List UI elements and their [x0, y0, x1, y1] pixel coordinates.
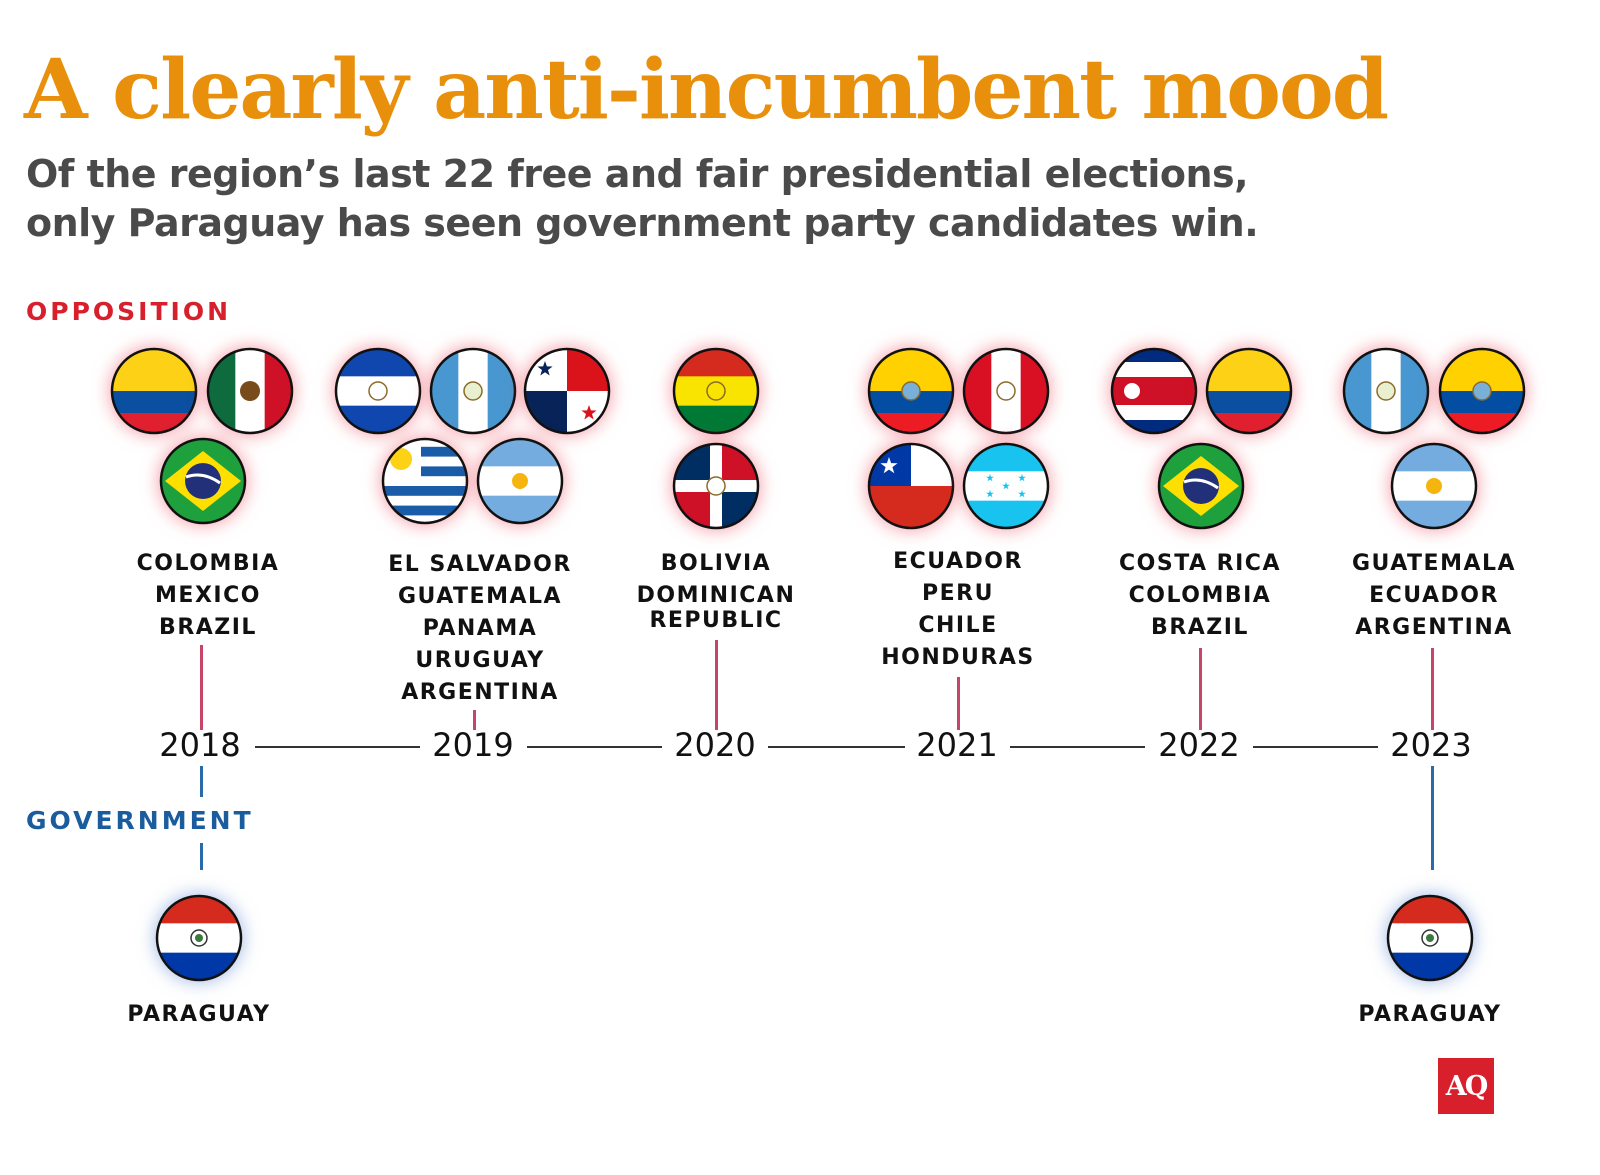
- country-label: CHILE: [918, 613, 998, 638]
- opposition-connector-2023: [1430, 648, 1434, 730]
- flag-dominican-republic-icon: [672, 442, 760, 530]
- country-label: MEXICO: [155, 583, 261, 608]
- flag-argentina-icon: [1390, 442, 1478, 530]
- country-label: COSTA RICA: [1119, 551, 1281, 576]
- opposition-connector-2018: [199, 645, 203, 730]
- country-label: BOLIVIA: [660, 551, 772, 576]
- country-label: PARAGUAY: [1358, 1002, 1502, 1027]
- country-label: ARGENTINA: [1355, 615, 1513, 640]
- year-label-2023: 2023: [1390, 726, 1472, 764]
- flag-guatemala-icon: [429, 347, 517, 435]
- country-label: PANAMA: [422, 616, 538, 641]
- opposition-connector-2019: [472, 710, 476, 730]
- year-label-2020: 2020: [674, 726, 756, 764]
- country-label: EL SALVADOR: [388, 552, 572, 577]
- timeline-segment: [1253, 746, 1378, 748]
- country-label: PARAGUAY: [127, 1002, 271, 1027]
- flag-honduras-icon: [962, 442, 1050, 530]
- country-label: ARGENTINA: [401, 680, 559, 705]
- country-label: GUATEMALA: [1351, 551, 1517, 576]
- country-label: BRAZIL: [1151, 615, 1249, 640]
- country-label: REPUBLIC: [649, 608, 783, 633]
- country-label: ECUADOR: [1369, 583, 1499, 608]
- timeline-segment: [255, 746, 420, 748]
- timeline-segment: [768, 746, 905, 748]
- aq-logo: AQ: [1438, 1058, 1494, 1114]
- government-connector-2018: [199, 843, 203, 870]
- government-label: GOVERNMENT: [26, 806, 254, 835]
- government-connector-2018: [199, 766, 203, 797]
- flag-costa-rica-icon: [1110, 347, 1198, 435]
- title: A clearly anti-incumbent mood: [24, 42, 1389, 138]
- timeline-segment: [527, 746, 662, 748]
- year-label-2022: 2022: [1158, 726, 1240, 764]
- year-label-2019: 2019: [432, 726, 514, 764]
- flag-mexico-icon: [206, 347, 294, 435]
- subtitle: Of the region’s last 22 free and fair pr…: [26, 150, 1259, 248]
- timeline-segment: [1010, 746, 1145, 748]
- opposition-connector-2020: [714, 640, 718, 730]
- opposition-connector-2021: [956, 677, 960, 730]
- flag-colombia-icon: [110, 347, 198, 435]
- flag-uruguay-icon: [381, 437, 469, 525]
- year-label-2018: 2018: [159, 726, 241, 764]
- government-connector-2023: [1430, 766, 1434, 870]
- subtitle-line-2: only Paraguay has seen government party …: [26, 201, 1259, 245]
- country-label: BRAZIL: [159, 615, 257, 640]
- country-label: ECUADOR: [893, 549, 1023, 574]
- country-label: COLOMBIA: [136, 551, 280, 576]
- flag-ecuador-icon: [1438, 347, 1526, 435]
- country-label: URUGUAY: [415, 648, 545, 673]
- year-label-2021: 2021: [916, 726, 998, 764]
- country-label: PERU: [922, 581, 994, 606]
- flag-chile-icon: [867, 442, 955, 530]
- flag-colombia-icon: [1205, 347, 1293, 435]
- flag-panama-icon: [523, 347, 611, 435]
- flag-brazil-icon: [1157, 442, 1245, 530]
- flag-peru-icon: [962, 347, 1050, 435]
- country-label: COLOMBIA: [1128, 583, 1272, 608]
- flag-el-salvador-icon: [334, 347, 422, 435]
- flag-paraguay-icon: [155, 894, 243, 982]
- opposition-connector-2022: [1198, 648, 1202, 730]
- flag-ecuador-icon: [867, 347, 955, 435]
- flag-brazil-icon: [159, 437, 247, 525]
- country-label: HONDURAS: [881, 645, 1035, 670]
- flag-guatemala-icon: [1342, 347, 1430, 435]
- flag-bolivia-icon: [672, 347, 760, 435]
- flag-argentina-icon: [476, 437, 564, 525]
- flag-paraguay-icon: [1386, 894, 1474, 982]
- country-label: GUATEMALA: [397, 584, 563, 609]
- subtitle-line-1: Of the region’s last 22 free and fair pr…: [26, 152, 1249, 196]
- opposition-label: OPPOSITION: [26, 297, 231, 326]
- country-label: DOMINICAN: [636, 583, 796, 608]
